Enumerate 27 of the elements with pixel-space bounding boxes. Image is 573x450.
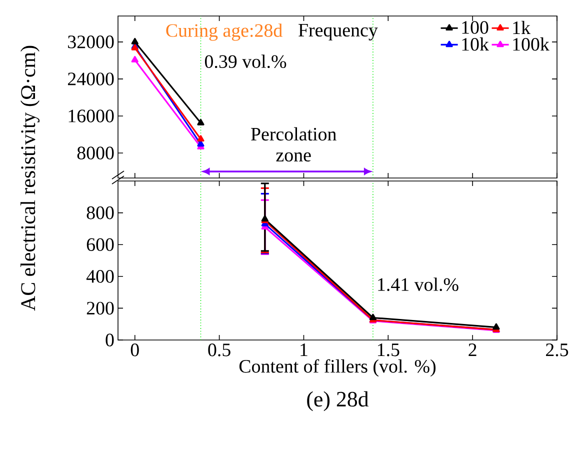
- annotation: Curing age:28d: [166, 24, 282, 41]
- y-tick-label: 800: [86, 206, 114, 220]
- x-tick-label: 0: [130, 344, 139, 356]
- y-tick-label: 8000: [77, 146, 114, 160]
- y-tick-label: 200: [86, 302, 114, 315]
- legend-label: 10k: [462, 37, 489, 51]
- y-tick-label: 0: [106, 334, 114, 346]
- y-tick-label: 24000: [68, 72, 114, 86]
- ref-line-label: 1.41 vol.%: [378, 278, 458, 292]
- annotation: Percolation zone: [251, 127, 336, 162]
- ref-line-label: 0.39 vol.%: [204, 54, 286, 68]
- text: (e) 28d: [307, 391, 369, 412]
- legend-label: 100k: [513, 37, 550, 51]
- x-tick-label: 0.5: [208, 344, 230, 356]
- legend-label: 1k: [513, 20, 530, 34]
- legend-title: Frequency: [298, 24, 378, 40]
- x-tick-label: 1.5: [378, 344, 400, 356]
- y-tick-label: 600: [86, 238, 114, 251]
- y-axis-title: AC electrical resistivity (Ω·cm): [20, 46, 40, 311]
- y-tick-label: 32000: [68, 36, 114, 48]
- legend-label: 100: [462, 21, 488, 34]
- x-tick-label: 1: [300, 344, 308, 356]
- x-tick-label: 2: [468, 344, 476, 356]
- y-tick-label: 16000: [68, 110, 114, 122]
- x-axis-title: Content of fillers (vol. %): [239, 359, 436, 377]
- y-tick-label: 400: [86, 270, 114, 283]
- x-tick-label: 2.5: [546, 344, 568, 356]
